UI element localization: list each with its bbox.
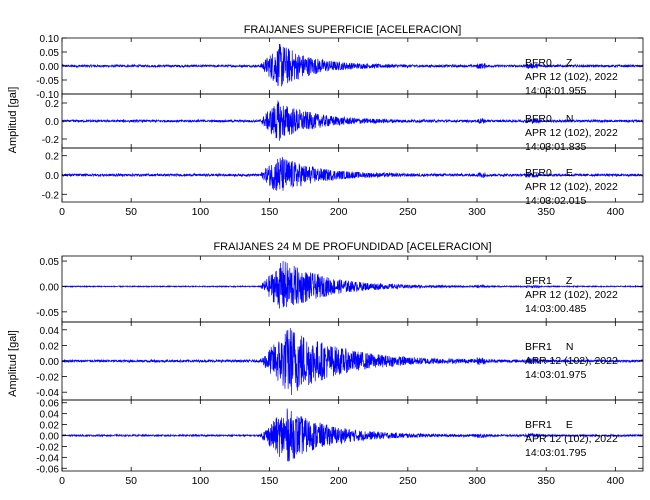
station-code: BFR0 [525, 113, 552, 125]
series-trace [61, 100, 644, 141]
start-time: 14:03:01.975 [525, 369, 586, 381]
y-tick-label: 0.00 [40, 282, 60, 293]
x-tick-label: 300 [468, 475, 486, 487]
start-time: 14:03:01.835 [525, 141, 586, 153]
series-trace [61, 157, 644, 191]
event-date: APR 12 (102), 2022 [525, 355, 618, 367]
start-time: 14:03:01.955 [525, 85, 586, 97]
y-tick-label: 0.2 [45, 99, 59, 110]
x-tick-label: 250 [399, 475, 417, 487]
station-label: BFR1 N [525, 341, 573, 353]
y-tick-label: 0.2 [45, 152, 59, 163]
y-tick-label: -0.04 [36, 453, 59, 464]
start-time: 14:03:02.015 [525, 195, 586, 207]
component-code: E [566, 167, 573, 179]
y-tick-label: -0.2 [42, 190, 60, 201]
station-label: BFR0 N [525, 113, 573, 125]
x-tick-label: 350 [537, 206, 555, 218]
panel-bfr0-z: -0.10 -0.05 0.00 0.05 0.10 BFR0 Z APR 12 (102),… [36, 34, 644, 101]
y-tick-label: -0.10 [36, 90, 59, 101]
y-tick-label: 0.05 [40, 48, 60, 59]
chart-1: FRAIJANES SUPERFICIE [ACELERACION] Amplit… [7, 24, 644, 218]
x-tick-label: 100 [192, 206, 210, 218]
panel-bfr0-n: -0.2 0.0 0.2 BFR0 N APR 12 (102), 2022 14:03:0… [42, 93, 644, 153]
y-axis-label: Amplitud [gal] [7, 330, 19, 397]
y-tick-label: 0.02 [40, 341, 60, 352]
y-tick-label: -0.05 [36, 76, 59, 87]
station-label: BFR1 E [525, 419, 573, 431]
y-tick-label: 0.02 [40, 421, 60, 432]
panel-bfr0-e: -0.2 0.0 0.2 BFR0 E APR 12 (102), 2022 14:03:0… [42, 147, 644, 207]
station-label: BFR1 Z [525, 275, 573, 287]
event-date: APR 12 (102), 2022 [525, 433, 618, 445]
event-date: APR 12 (102), 2022 [525, 289, 618, 301]
component-code: N [566, 341, 574, 353]
x-tick-label: 150 [261, 206, 279, 218]
series-trace [61, 327, 644, 396]
y-tick-label: -0.05 [36, 308, 59, 319]
x-tick-label: 400 [607, 206, 625, 218]
chart-title: FRAIJANES 24 M DE PROFUNDIDAD [ACELERACI… [213, 241, 491, 253]
component-code: Z [566, 57, 573, 69]
component-code: E [566, 419, 573, 431]
y-tick-label: 0.0 [45, 117, 59, 128]
x-tick-label: 0 [59, 206, 65, 218]
y-tick-label: 0.06 [40, 399, 60, 410]
station-code: BFR0 [525, 57, 552, 69]
panel-bfr1-n: -0.04 -0.02 0.00 0.02 0.04 BFR1 N APR 12 (102),… [36, 321, 644, 401]
x-tick-label: 150 [261, 475, 279, 487]
chart-title: FRAIJANES SUPERFICIE [ACELERACION] [244, 24, 462, 36]
panel-bfr1-e: -0.06-0.04-0.020.000.020.040.06 BFR1 E APR … [36, 399, 644, 475]
component-code: Z [566, 275, 573, 287]
y-tick-label: 0.0 [45, 171, 59, 182]
y-axis-label: Amplitud [gal] [7, 87, 19, 154]
station-code: BFR1 [525, 275, 552, 287]
station-code: BFR1 [525, 419, 552, 431]
x-tick-label: 0 [59, 475, 65, 487]
x-tick-label: 200 [330, 206, 348, 218]
y-tick-label: -0.02 [36, 442, 59, 453]
series-trace [61, 408, 644, 462]
y-tick-label: -0.02 [36, 373, 59, 384]
x-tick-label: 100 [192, 475, 210, 487]
y-tick-label: 0.00 [40, 432, 60, 443]
event-date: APR 12 (102), 2022 [525, 127, 618, 139]
x-tick-label: 350 [537, 475, 555, 487]
station-code: BFR1 [525, 341, 552, 353]
event-date: APR 12 (102), 2022 [525, 181, 618, 193]
x-tick-label: 250 [399, 206, 417, 218]
x-tick-label: 50 [125, 206, 137, 218]
y-tick-label: 0.05 [40, 257, 60, 268]
chart-2: FRAIJANES 24 M DE PROFUNDIDAD [ACELERACI… [7, 241, 644, 487]
panel-bfr1-z: -0.05 0.00 0.05 BFR1 Z APR 12 (102), 2022 14:0… [36, 255, 644, 323]
station-label: BFR0 Z [525, 57, 573, 69]
component-code: N [566, 113, 574, 125]
start-time: 14:03:01.795 [525, 447, 586, 459]
y-tick-label: 0.00 [40, 357, 60, 368]
y-tick-label: -0.2 [42, 135, 60, 146]
series-trace [61, 260, 644, 309]
start-time: 14:03:00.485 [525, 303, 586, 315]
series-trace [61, 43, 644, 87]
x-tick-label: 200 [330, 475, 348, 487]
y-tick-label: 0.00 [40, 62, 60, 73]
y-tick-label: -0.06 [36, 464, 59, 475]
station-label: BFR0 E [525, 167, 573, 179]
y-tick-label: 0.04 [40, 326, 60, 337]
y-tick-label: 0.04 [40, 410, 60, 421]
event-date: APR 12 (102), 2022 [525, 71, 618, 83]
y-tick-label: -0.04 [36, 388, 59, 399]
x-tick-label: 300 [468, 206, 486, 218]
x-tick-label: 50 [125, 475, 137, 487]
y-tick-label: 0.10 [40, 34, 60, 45]
station-code: BFR0 [525, 167, 552, 179]
x-tick-label: 400 [607, 475, 625, 487]
